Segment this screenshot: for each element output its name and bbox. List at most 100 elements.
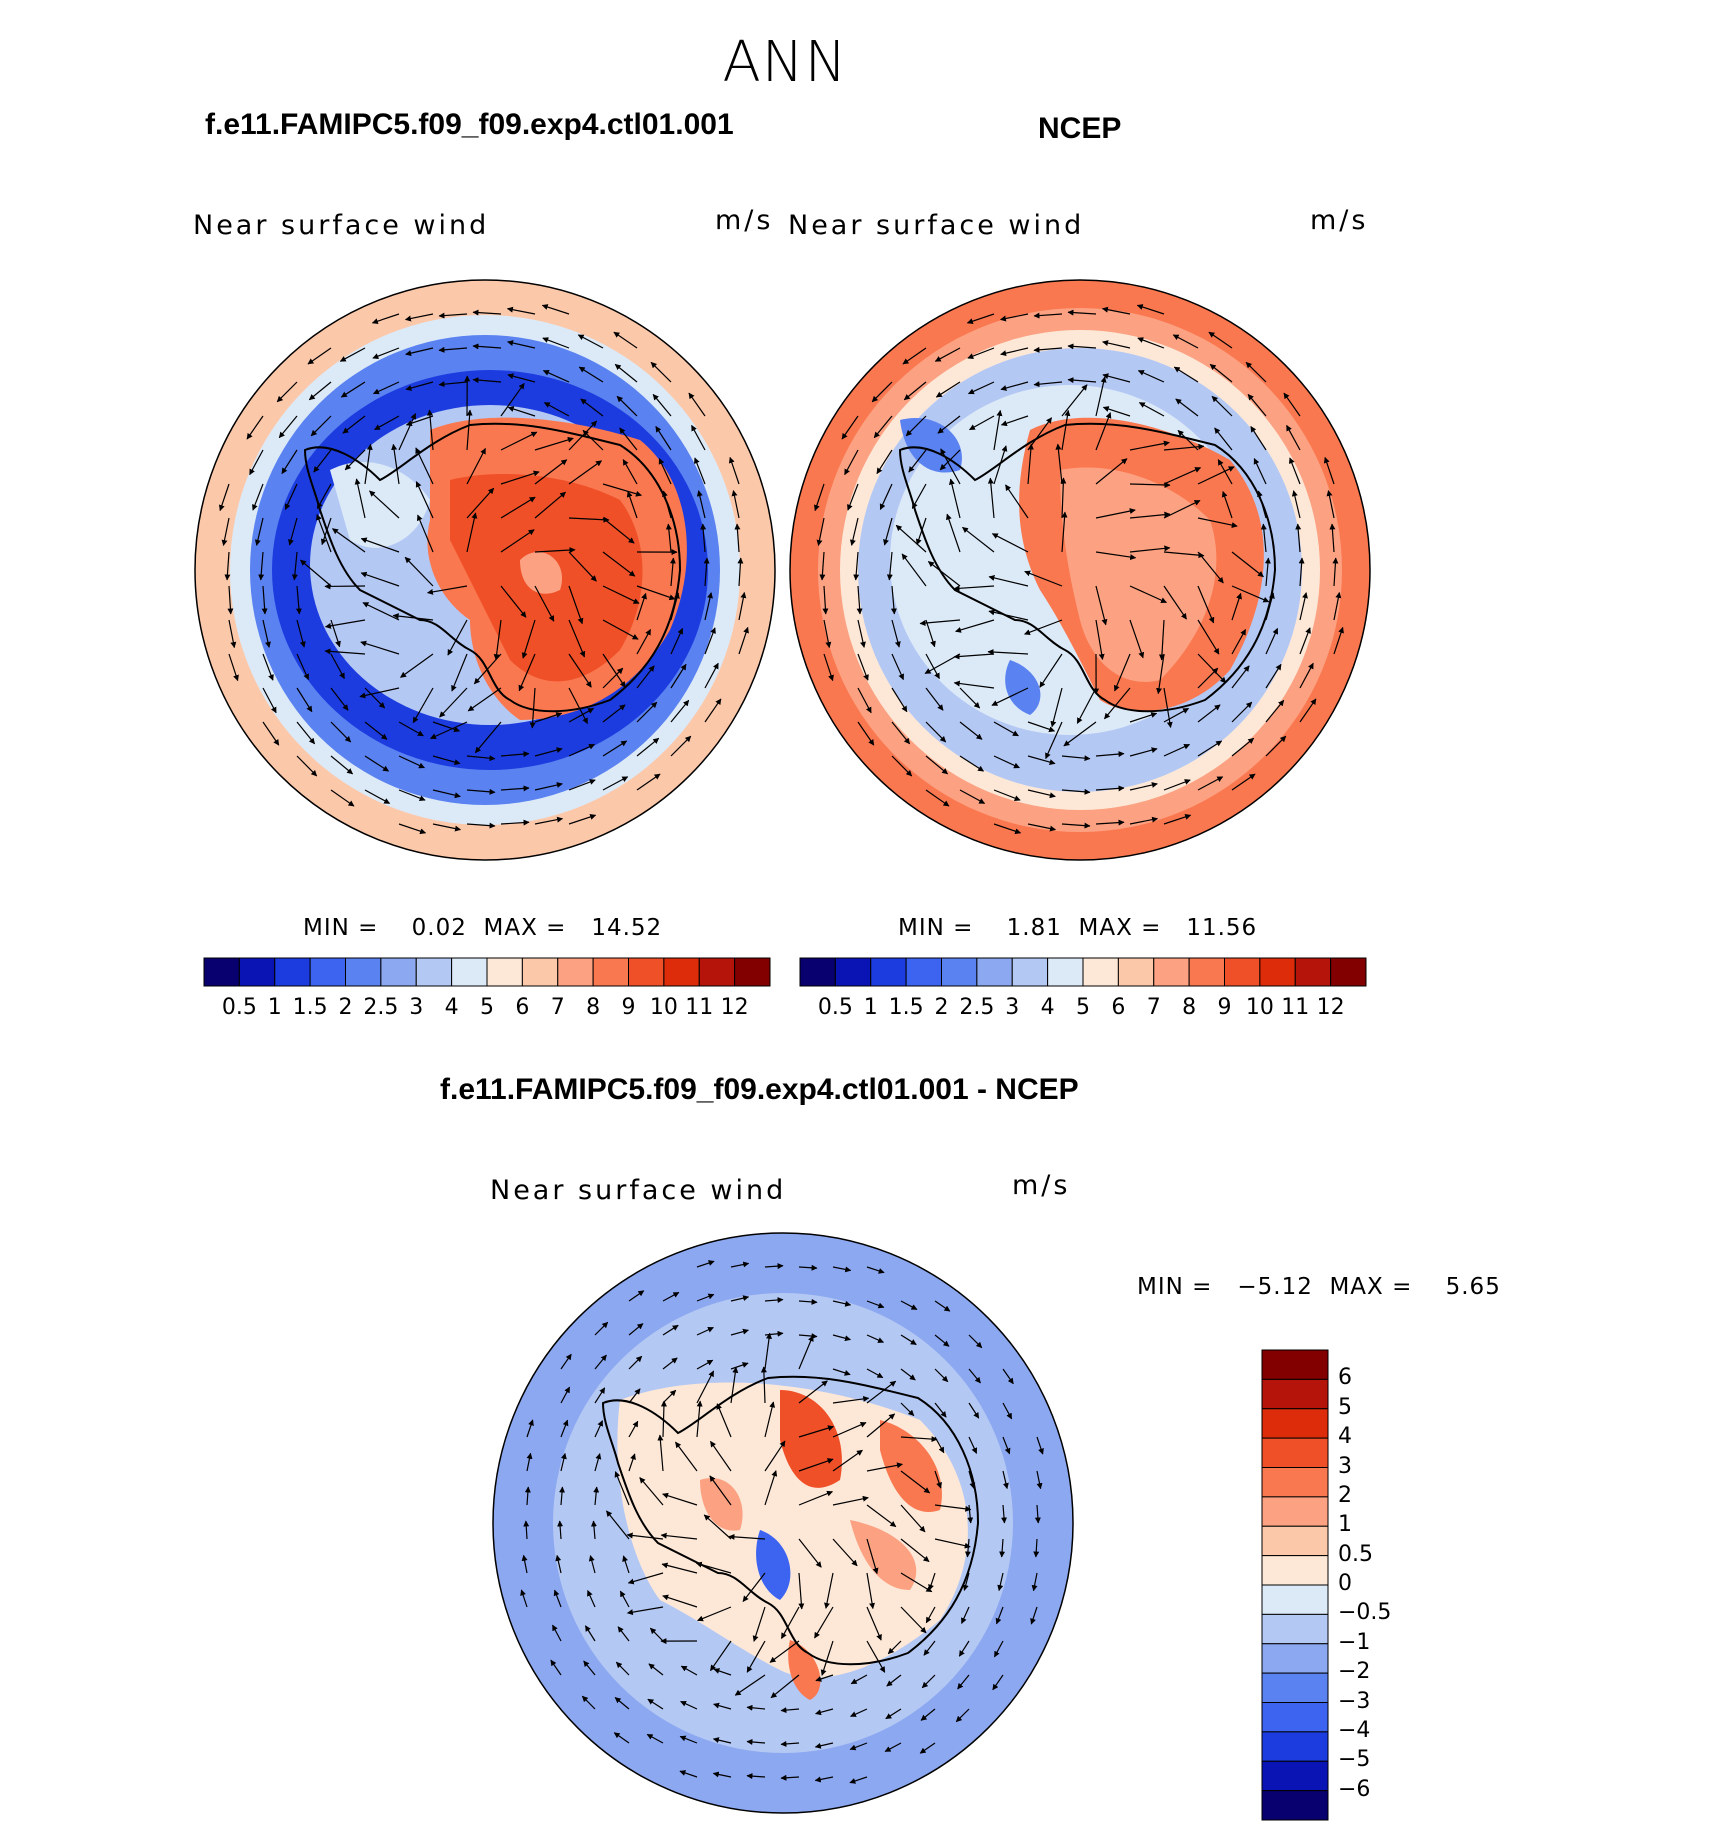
- wind-vector: [995, 1606, 1004, 1625]
- wind-vector: [1291, 490, 1301, 519]
- wind-vector: [1063, 721, 1097, 747]
- wind-vector: [1163, 687, 1173, 729]
- wind-vector: [360, 571, 400, 587]
- wind-vector: [1197, 704, 1221, 723]
- wind-vector: [1027, 443, 1034, 485]
- wind-vector: [885, 1708, 902, 1720]
- wind-vector: [670, 663, 687, 689]
- wind-vector: [636, 592, 647, 621]
- colorbar-swatch: [1261, 1378, 1329, 1410]
- wind-vector: [822, 585, 829, 615]
- wind-vector: [330, 789, 355, 807]
- wind-vector: [281, 449, 298, 475]
- wind-vector: [731, 489, 740, 519]
- wind-vector: [850, 1708, 868, 1717]
- wind-vector: [628, 1388, 641, 1404]
- wind-vector: [652, 393, 672, 417]
- wind-vector: [1101, 306, 1131, 315]
- wind-vector: [534, 585, 555, 622]
- wind-vector: [1283, 392, 1301, 417]
- wind-vector: [582, 429, 604, 451]
- wind-vector: [261, 585, 268, 615]
- colorbar-swatch: [941, 957, 978, 987]
- wind-vector: [934, 1300, 951, 1312]
- wind-vector: [679, 1735, 698, 1744]
- colorbar-swatch: [1261, 1731, 1329, 1762]
- wind-vector: [320, 517, 332, 546]
- wind-vector: [1197, 740, 1223, 757]
- wind-vector: [915, 517, 927, 546]
- wind-vector: [1095, 785, 1125, 792]
- colorbar-swatch: [203, 957, 240, 987]
- wind-vector: [713, 1702, 732, 1710]
- wind-vector: [392, 613, 434, 621]
- wind-vector: [1288, 457, 1301, 485]
- wind-vector: [700, 523, 707, 553]
- wind-vector: [891, 721, 911, 745]
- colorbar-tick-label: 2: [934, 995, 949, 1020]
- colorbar-swatch: [1261, 1437, 1329, 1468]
- wind-vector: [648, 1663, 664, 1676]
- colorbar-tick-label: 4: [1040, 995, 1055, 1020]
- wind-vector: [1005, 484, 1029, 519]
- wind-vector: [814, 1776, 834, 1783]
- wind-vector: [935, 381, 961, 398]
- wind-vector: [1163, 467, 1202, 485]
- wind-vector: [605, 1510, 630, 1540]
- wind-vector: [891, 687, 908, 713]
- colorbar-tick-label: −6: [1338, 1776, 1371, 1802]
- wind-vector: [1061, 511, 1068, 553]
- wind-vector: [474, 721, 502, 754]
- wind-vector: [1002, 1470, 1009, 1490]
- wind-vector: [1129, 545, 1171, 553]
- wind-vector: [1231, 773, 1256, 791]
- wind-vector: [688, 392, 706, 417]
- wind-vector: [364, 789, 391, 804]
- wind-vector: [534, 436, 574, 451]
- wind-vector: [798, 1335, 814, 1370]
- wind-vector: [330, 721, 352, 743]
- wind-vector: [324, 619, 366, 629]
- wind-vector: [555, 1554, 562, 1574]
- wind-vector: [832, 1368, 851, 1376]
- wind-vector: [857, 653, 869, 681]
- wind-vector: [884, 1742, 902, 1753]
- wind-vector: [559, 1486, 566, 1506]
- wind-vector: [1250, 425, 1267, 451]
- colorbar-swatch: [1261, 1760, 1329, 1792]
- wind-vector: [416, 514, 434, 553]
- wind-vector: [992, 1674, 1004, 1691]
- wind-vector: [1002, 1368, 1014, 1385]
- wind-vector: [316, 513, 332, 553]
- wind-vector: [866, 1538, 879, 1575]
- wind-vector: [1076, 687, 1097, 724]
- wind-vector: [628, 1420, 639, 1438]
- wind-vector: [704, 662, 719, 689]
- wind-vector: [1027, 755, 1056, 765]
- wind-vector: [1265, 592, 1275, 621]
- wind-vector: [1137, 370, 1165, 383]
- wind-vector: [1034, 1504, 1041, 1524]
- wind-vector: [583, 1660, 596, 1676]
- wind-vector: [946, 513, 961, 553]
- wind-vector: [568, 619, 586, 658]
- wind-vector: [1231, 551, 1264, 578]
- colorbar-swatch: [1153, 957, 1190, 987]
- wind-vector: [1197, 619, 1220, 655]
- panel-2-minmax: MIN = 1.81 MAX = 11.56: [898, 915, 1258, 941]
- wind-vector: [560, 1419, 569, 1438]
- wind-vector: [523, 1520, 530, 1540]
- wind-vector: [999, 313, 1029, 322]
- wind-vector: [617, 1626, 630, 1642]
- wind-vector: [580, 398, 604, 417]
- wind-vector: [988, 575, 1029, 587]
- colorbar-swatch: [905, 957, 942, 987]
- colorbar-swatch: [834, 957, 872, 987]
- wind-vector: [1129, 747, 1158, 757]
- colorbar-swatch: [1188, 957, 1225, 987]
- wind-vector: [560, 1386, 571, 1404]
- wind-vector: [770, 1674, 800, 1699]
- wind-vector: [908, 449, 927, 473]
- colorbar-tick-label: 10: [649, 995, 678, 1020]
- wind-vector: [1163, 585, 1187, 620]
